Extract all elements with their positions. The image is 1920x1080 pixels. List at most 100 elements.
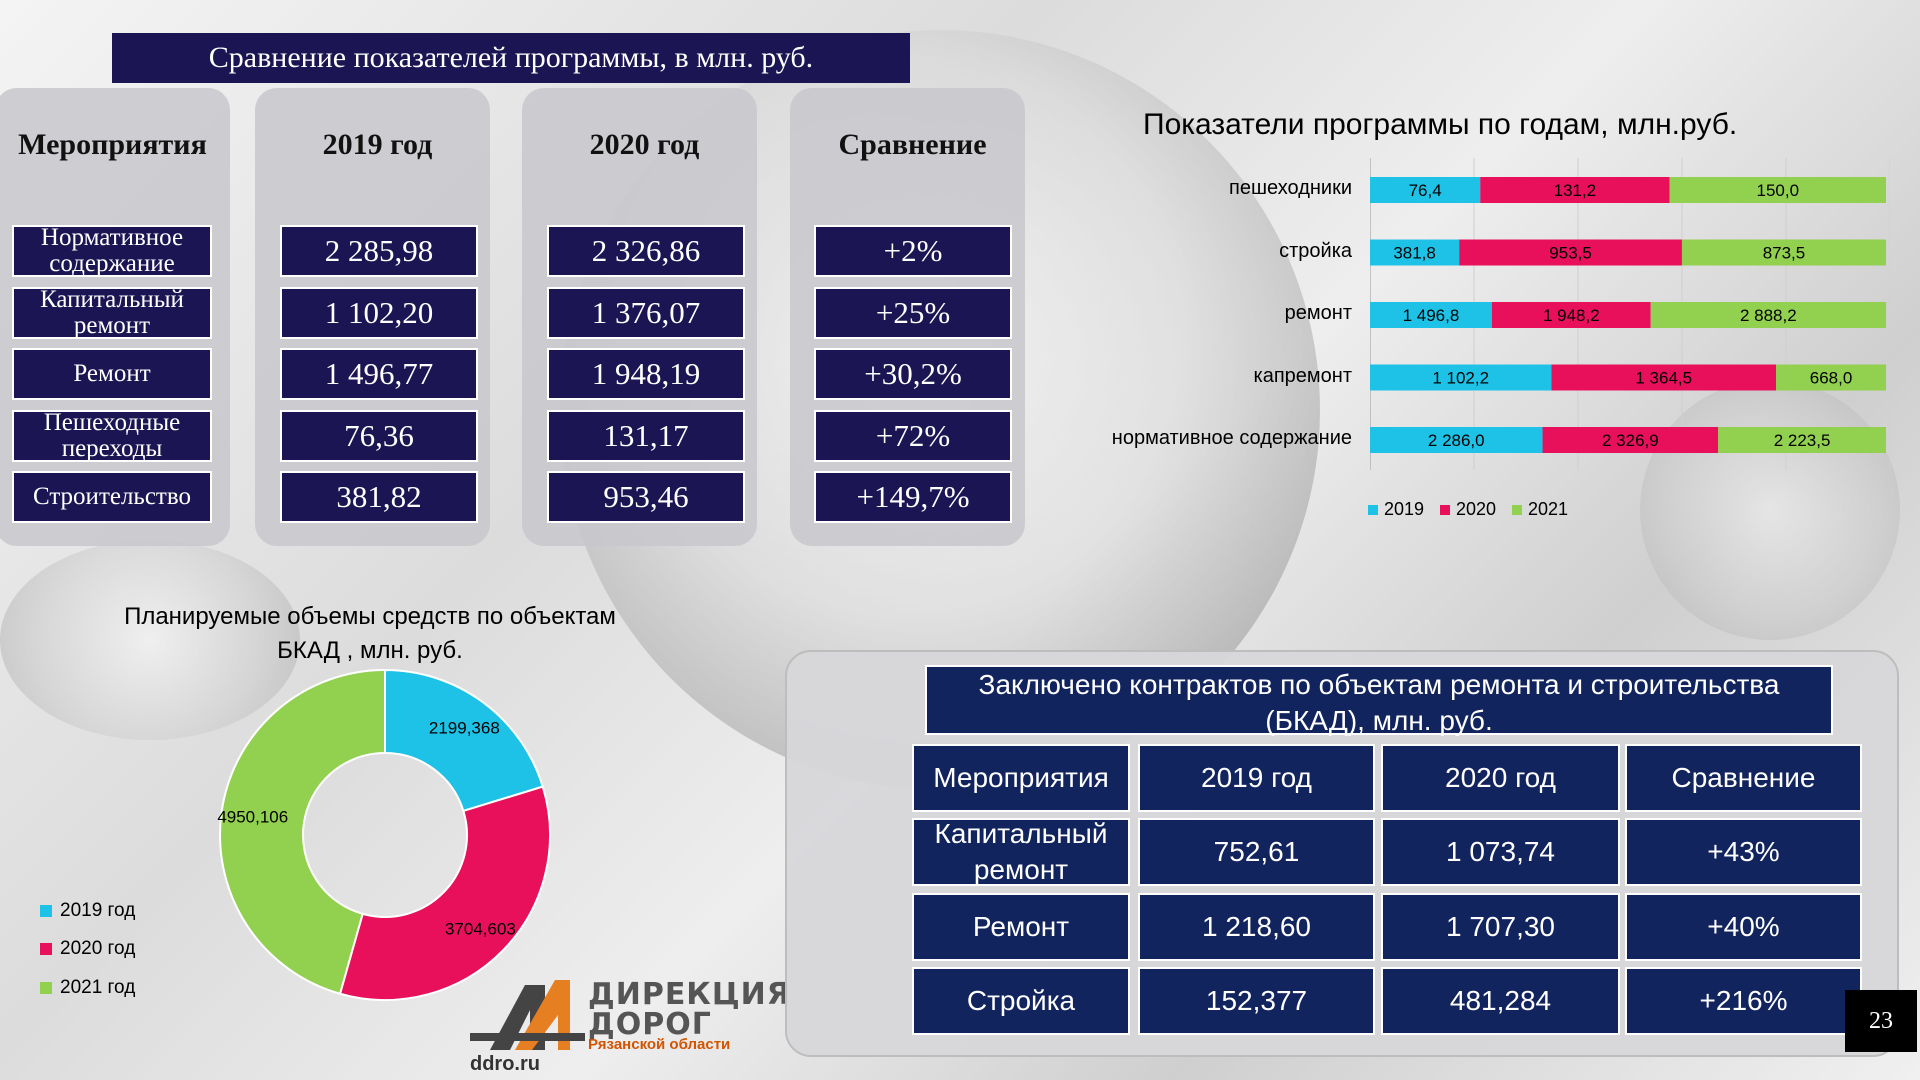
bar-segment-2019 <box>1370 302 1492 328</box>
bar-value-label: 2 223,5 <box>1774 431 1831 450</box>
donut-chart: 2199,368 3704,603 4950,106 <box>217 668 551 1001</box>
donut-slice <box>338 785 551 1001</box>
column-header: Мероприятия <box>18 128 207 161</box>
stacked-bar-chart: 76,4 131,2 150,0 381,8 953,5 873,5 1 496,8 1 94… <box>1370 158 1890 470</box>
table-row-label: Нормативное содержание <box>12 225 212 277</box>
bar-value-label: 131,2 <box>1554 181 1597 200</box>
bar-value-label: 668,0 <box>1810 369 1853 388</box>
table-row-label: Строительство <box>12 471 212 523</box>
bar-legend-item: 2021 <box>1512 499 1568 520</box>
bar-category-label: ремонт <box>1284 302 1352 324</box>
contracts-cell: 1 073,74 <box>1381 818 1620 886</box>
table-cell: +2% <box>814 225 1012 277</box>
table-cell: +149,7% <box>814 471 1012 523</box>
bar-segment-2020 <box>1551 364 1777 391</box>
table-cell: 1 948,19 <box>547 348 745 400</box>
bar-value-label: 873,5 <box>1763 244 1806 263</box>
logo-subtitle: Рязанской области <box>588 1036 731 1053</box>
background-coins <box>0 540 300 740</box>
logo-line1: ДИРЕКЦИЯ <box>588 977 791 1012</box>
table-cell: 131,17 <box>547 410 745 462</box>
logo-url[interactable]: ddro.ru <box>470 1053 540 1075</box>
table-cell: 1 376,07 <box>547 287 745 339</box>
bar-value-label: 150,0 <box>1757 181 1800 200</box>
bar-segment-2019 <box>1370 427 1543 453</box>
logo-line2: ДОРОГ <box>588 1007 712 1042</box>
bar-category-label: пешеходники <box>1229 177 1352 199</box>
table-row-label: Капитальный ремонт <box>12 287 212 339</box>
table-cell: 2 285,98 <box>280 225 478 277</box>
legend-label: 2021 год <box>60 977 136 998</box>
page-title: Сравнение показателей программы, в млн. … <box>112 33 910 83</box>
bar-segment-2021 <box>1718 427 1886 453</box>
bar-value-label: 2 286,0 <box>1428 431 1485 450</box>
contracts-cell: +216% <box>1625 967 1862 1035</box>
table-cell: 1 496,77 <box>280 348 478 400</box>
contracts-row-label: Ремонт <box>912 893 1130 961</box>
donut-slice <box>384 668 544 813</box>
contracts-column-header: 2020 год <box>1381 744 1620 812</box>
bar-segment-2020 <box>1542 427 1719 453</box>
bar-category-label: капремонт <box>1253 364 1352 387</box>
donut-value-label: 2199,368 <box>429 719 500 738</box>
bar-segment-2019 <box>1370 364 1552 391</box>
donut-legend-item: 2021 год <box>40 977 135 999</box>
legend-swatch <box>1368 504 1378 515</box>
bar-segment-2020 <box>1491 302 1651 328</box>
legend-label: 2019 год <box>60 900 136 921</box>
legend-swatch <box>1440 504 1450 515</box>
legend-label: 2020 год <box>60 938 136 959</box>
table-row-label: Ремонт <box>12 348 212 400</box>
bar-value-label: 1 948,2 <box>1543 306 1600 325</box>
page-number: 23 <box>1845 990 1917 1052</box>
bar-value-label: 2 326,9 <box>1602 431 1659 450</box>
donut-value-label: 3704,603 <box>445 919 516 938</box>
bar-value-label: 1 364,5 <box>1635 369 1692 388</box>
table-row-label: Пешеходные переходы <box>12 410 212 462</box>
bar-category-label: стройка <box>1279 239 1352 262</box>
bar-segment-2020 <box>1459 239 1682 266</box>
column-header: Сравнение <box>838 128 987 161</box>
donut-slice <box>219 668 386 995</box>
contracts-column-header: 2019 год <box>1138 744 1375 812</box>
bar-segment-2019 <box>1370 177 1481 203</box>
column-header: 2020 год <box>589 128 700 161</box>
legend-label: 2020 <box>1456 499 1497 519</box>
contracts-column-header: Мероприятия <box>912 744 1130 812</box>
contracts-cell: 752,61 <box>1138 818 1375 886</box>
contracts-cell: +43% <box>1625 818 1862 886</box>
column-header: 2019 год <box>322 128 433 161</box>
bar-value-label: 1 496,8 <box>1403 306 1460 325</box>
legend-label: 2021 <box>1528 499 1569 519</box>
legend-swatch <box>40 905 52 917</box>
ddro-logo-icon <box>470 980 585 1050</box>
donut-legend-item: 2020 год <box>40 938 135 960</box>
contracts-cell: +40% <box>1625 893 1862 961</box>
table-cell: 76,36 <box>280 410 478 462</box>
donut-chart-title: Планируемые объемы средств по объектам Б… <box>124 603 616 664</box>
bar-segment-2021 <box>1776 364 1886 391</box>
bar-legend-item: 2020 <box>1440 499 1496 520</box>
bar-segment-2021 <box>1650 302 1886 328</box>
table-cell: 381,82 <box>280 471 478 523</box>
bar-segment-2019 <box>1370 239 1460 266</box>
legend-swatch <box>40 943 52 955</box>
donut-legend-item: 2019 год <box>40 900 135 922</box>
table-cell: 2 326,86 <box>547 225 745 277</box>
table-cell: +72% <box>814 410 1012 462</box>
bar-chart-title: Показатели программы по годам, млн.руб. <box>1143 108 1738 141</box>
contracts-cell: 1 707,30 <box>1381 893 1620 961</box>
background-coins <box>1640 380 1900 640</box>
contracts-row-label: Капитальный ремонт <box>912 818 1130 886</box>
bar-value-label: 953,5 <box>1549 244 1592 263</box>
contracts-cell: 152,377 <box>1138 967 1375 1035</box>
bar-value-label: 2 888,2 <box>1740 306 1797 325</box>
contracts-cell: 1 218,60 <box>1138 893 1375 961</box>
bar-segment-2021 <box>1669 177 1886 203</box>
legend-swatch <box>40 982 52 994</box>
bar-category-label: нормативное содержание <box>1111 427 1352 449</box>
table-cell: 1 102,20 <box>280 287 478 339</box>
bar-legend-item: 2019 <box>1368 499 1424 520</box>
bar-value-label: 1 102,2 <box>1432 369 1489 388</box>
contracts-row-label: Стройка <box>912 967 1130 1035</box>
